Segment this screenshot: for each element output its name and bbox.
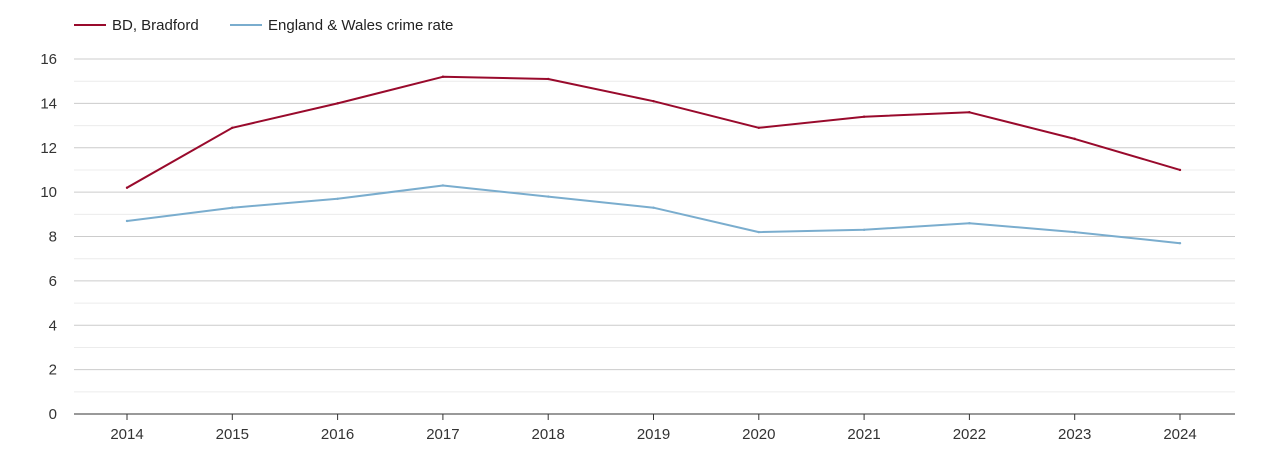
series-line-0 [126,75,1181,189]
data-point [968,221,971,225]
x-tick-label: 2021 [847,426,880,443]
x-tick-label: 2016 [321,426,354,443]
y-tick-label: 2 [49,362,57,379]
data-point [1178,241,1182,245]
y-tick-label: 6 [49,273,57,290]
data-point [1073,230,1076,234]
data-point [125,219,129,223]
x-tick-label: 2024 [1163,426,1196,443]
y-tick-label: 4 [49,317,57,334]
data-point [125,186,129,189]
y-tick-label: 10 [40,184,57,201]
x-tick-label: 2014 [110,426,143,443]
legend: BD, Bradford England & Wales crime rate [74,17,453,34]
x-tick-label: 2022 [953,426,986,443]
data-point [862,115,866,118]
x-tick-label: 2023 [1058,426,1091,443]
data-point [757,230,760,234]
data-point [547,195,550,198]
series-layer [125,75,1182,245]
y-tick-label: 0 [49,406,57,423]
x-axis: 2014 2015 2016 2017 2018 2019 2020 2021 2022 2023… [74,413,1235,443]
y-tick-label: 12 [40,140,57,157]
data-point [441,75,445,78]
x-tick-label: 2018 [532,426,565,443]
legend-label-england-wales: England & Wales crime rate [268,17,453,34]
y-tick-label: 14 [40,95,57,112]
data-point [1178,168,1182,172]
y-axis: 0 2 4 6 8 10 12 14 16 [40,51,57,423]
data-point [441,184,445,187]
data-point [862,228,866,232]
data-point [336,102,339,105]
data-point [968,111,971,114]
data-point [1073,137,1076,141]
data-point [757,126,760,129]
data-point [231,206,234,209]
y-tick-label: 16 [40,51,57,68]
x-tick-label: 2019 [637,426,670,443]
data-point [652,206,655,209]
x-tick-label: 2017 [426,426,459,443]
grid [74,58,1235,393]
data-point [231,126,234,129]
data-point [547,77,550,81]
legend-label-bd-bradford: BD, Bradford [112,17,199,34]
x-tick-label: 2020 [742,426,775,443]
data-point [336,197,339,200]
y-tick-label: 8 [49,229,57,246]
data-point [652,99,655,103]
x-tick-label: 2015 [216,426,249,443]
